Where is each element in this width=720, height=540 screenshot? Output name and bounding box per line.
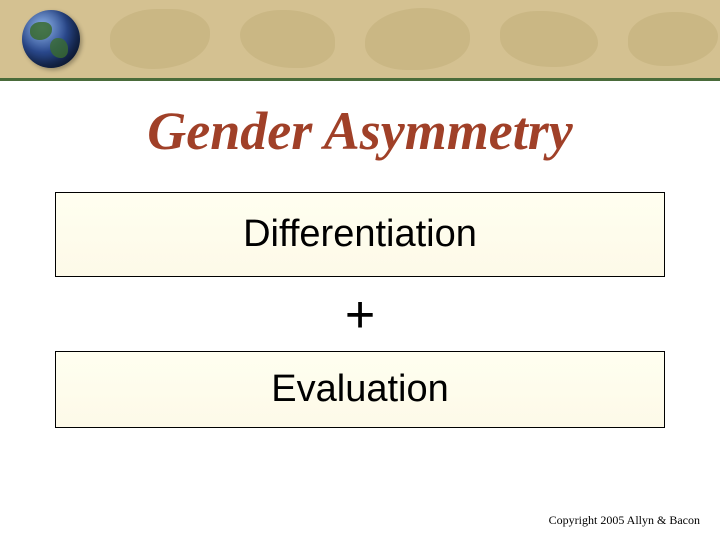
- plus-symbol: +: [55, 289, 665, 341]
- header-band: [0, 0, 720, 78]
- world-map-background: [0, 0, 720, 78]
- slide-title: Gender Asymmetry: [0, 100, 720, 162]
- header-rule: [0, 78, 720, 81]
- globe-icon: [22, 10, 80, 68]
- box-differentiation: Differentiation: [55, 192, 665, 277]
- slide-content: Differentiation + Evaluation: [0, 192, 720, 428]
- box-evaluation: Evaluation: [55, 351, 665, 428]
- copyright-text: Copyright 2005 Allyn & Bacon: [549, 513, 700, 528]
